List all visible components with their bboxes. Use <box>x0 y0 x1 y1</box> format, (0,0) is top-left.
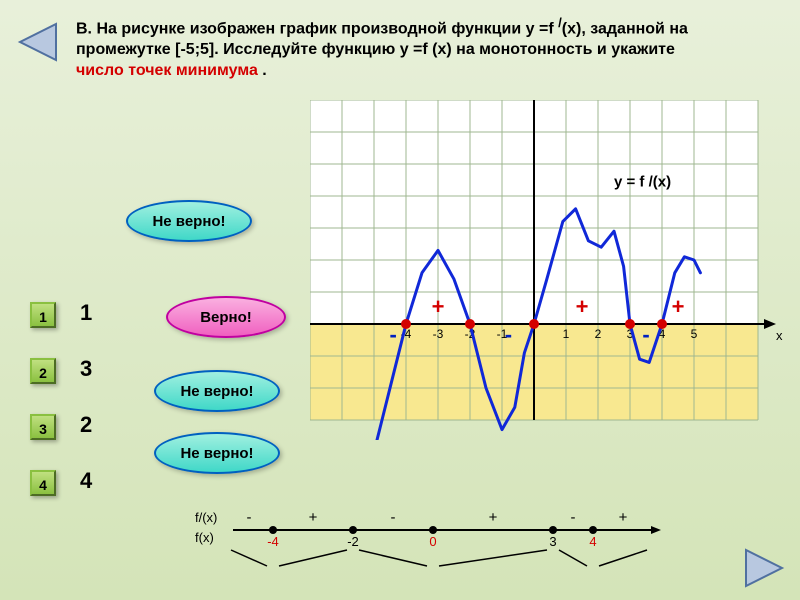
derivative-chart: -4-3-2-112345xy = f /(x)+++--- <box>310 100 780 440</box>
svg-text:x: x <box>776 328 783 343</box>
nav-back-button[interactable] <box>16 20 60 64</box>
svg-text:1: 1 <box>563 327 570 341</box>
chart-svg: -4-3-2-112345xy = f /(x)+++--- <box>310 100 788 440</box>
feedback-bubble-3: Не верно! <box>154 432 280 474</box>
svg-text:4: 4 <box>589 534 596 549</box>
answer-label-4: 4 <box>80 468 92 494</box>
svg-text:+: + <box>672 294 685 319</box>
feedback-bubble-2: Не верно! <box>154 370 280 412</box>
svg-text:-4: -4 <box>267 534 279 549</box>
answer-button-2[interactable]: 2 <box>30 358 56 384</box>
answer-button-3[interactable]: 3 <box>30 414 56 440</box>
svg-text:+: + <box>432 294 445 319</box>
answer-label-2: 3 <box>80 356 92 382</box>
svg-text:f/(x): f/(x) <box>195 510 217 525</box>
svg-text:+: + <box>489 509 498 526</box>
task-t3: . <box>258 62 267 79</box>
signrow-svg: f/(x)f(x)-+-+-+-4-2034 <box>225 510 725 570</box>
answer-button-1[interactable]: 1 <box>30 302 56 328</box>
nav-forward-button[interactable] <box>742 546 786 590</box>
svg-text:2: 2 <box>595 327 602 341</box>
answer-label-1: 1 <box>80 300 92 326</box>
task-statement: В. На рисунке изображен график производн… <box>76 14 716 82</box>
svg-text:-: - <box>390 322 397 347</box>
svg-text:y = f /(x): y = f /(x) <box>614 173 671 190</box>
svg-text:3: 3 <box>549 534 556 549</box>
sign-analysis-row: f/(x)f(x)-+-+-+-4-2034 <box>225 510 725 570</box>
svg-text:f(x): f(x) <box>195 530 214 545</box>
task-highlight: число точек минимума <box>76 62 258 79</box>
svg-text:+: + <box>309 509 318 526</box>
feedback-bubble-0: Не верно! <box>126 200 252 242</box>
answer-button-4[interactable]: 4 <box>30 470 56 496</box>
task-t1: В. На рисунке изображен график производн… <box>76 20 558 37</box>
svg-text:-2: -2 <box>347 534 359 549</box>
svg-text:-: - <box>571 509 576 526</box>
svg-text:5: 5 <box>691 327 698 341</box>
svg-text:-: - <box>247 509 252 526</box>
svg-text:+: + <box>576 294 589 319</box>
svg-text:-3: -3 <box>433 327 444 341</box>
svg-text:-: - <box>642 322 649 347</box>
answer-label-3: 2 <box>80 412 92 438</box>
svg-text:-: - <box>505 322 512 347</box>
svg-text:-: - <box>391 509 396 526</box>
svg-text:+: + <box>619 509 628 526</box>
svg-text:0: 0 <box>429 534 436 549</box>
feedback-bubble-1: Верно! <box>166 296 286 338</box>
